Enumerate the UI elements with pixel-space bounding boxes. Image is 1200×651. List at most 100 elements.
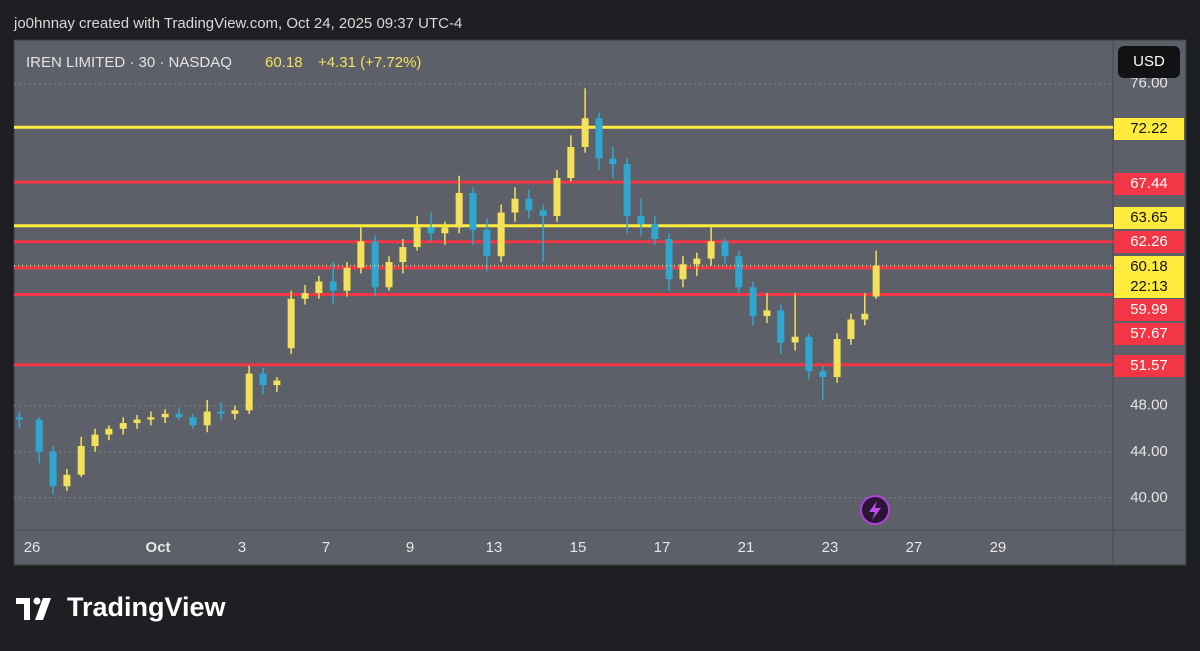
x-tick-label: 29 xyxy=(990,539,1007,556)
last-price: 60.18 xyxy=(265,54,303,71)
candle-body xyxy=(679,264,687,280)
last-price-label: 60.18 xyxy=(1130,258,1168,275)
candle-body xyxy=(175,413,183,418)
candle-body xyxy=(539,210,547,216)
candle-body xyxy=(15,417,23,420)
y-tick-label: 76.00 xyxy=(1130,75,1168,92)
candle-body xyxy=(231,410,239,414)
candle-body xyxy=(763,310,771,317)
level-label-box xyxy=(1114,207,1184,229)
price-axis: 40.00 44.00 48.00 76.00 72.22 67.44 63.65 62.26… xyxy=(1114,75,1184,506)
brand-logo: TradingView xyxy=(16,592,227,622)
candle-body xyxy=(735,256,743,288)
candle-body xyxy=(609,158,617,165)
x-tick-label: Oct xyxy=(146,539,171,556)
candle-body xyxy=(371,241,379,288)
price-change: +4.31 (+7.72%) xyxy=(318,54,421,71)
candle-body xyxy=(119,423,127,429)
candle-body xyxy=(497,212,505,257)
candle-body xyxy=(595,118,603,159)
brand-name: TradingView xyxy=(67,592,227,622)
logo-dot xyxy=(33,597,41,605)
candle-body xyxy=(861,313,869,320)
candle-body xyxy=(651,224,659,239)
candle-body xyxy=(749,287,757,317)
candle-body xyxy=(77,446,85,475)
y-tick-label: 48.00 xyxy=(1130,397,1168,414)
candle-body xyxy=(511,198,519,213)
candle-body xyxy=(637,215,645,225)
level-label-box xyxy=(1114,323,1184,345)
x-tick-label: 15 xyxy=(570,539,587,556)
x-tick-label: 9 xyxy=(406,539,414,556)
candle-body xyxy=(847,319,855,340)
candle-body xyxy=(483,229,491,257)
last-price-box xyxy=(1114,256,1184,298)
candle-body xyxy=(693,258,701,265)
level-label: 67.44 xyxy=(1130,175,1168,192)
candle-body xyxy=(63,474,71,487)
y-tick-label: 40.00 xyxy=(1130,489,1168,506)
x-tick-label: 26 xyxy=(24,539,41,556)
level-label-box xyxy=(1114,355,1184,377)
candle-body xyxy=(399,247,407,262)
candle-body xyxy=(315,281,323,294)
candle-body xyxy=(287,298,295,349)
candle-body xyxy=(581,118,589,147)
level-label-box xyxy=(1114,299,1184,321)
candle-body xyxy=(357,241,365,268)
x-tick-label: 23 xyxy=(822,539,839,556)
candle-body xyxy=(833,339,841,378)
candle-body xyxy=(441,227,449,234)
candle-body xyxy=(872,265,880,297)
candle-body xyxy=(721,241,729,257)
candle-body xyxy=(553,178,561,216)
candle-body xyxy=(105,428,113,435)
x-tick-label: 13 xyxy=(486,539,503,556)
countdown-label: 22:13 xyxy=(1130,278,1168,295)
candle-body xyxy=(133,419,141,424)
currency-label: USD xyxy=(1133,53,1165,70)
level-label: 59.99 xyxy=(1130,301,1168,318)
level-label-box xyxy=(1114,231,1184,253)
level-label-box xyxy=(1114,173,1184,195)
level-label-box xyxy=(1114,118,1184,140)
level-label: 62.26 xyxy=(1130,233,1168,250)
candle-body xyxy=(819,371,827,378)
candle-body xyxy=(161,413,169,418)
candle-body xyxy=(203,411,211,426)
y-tick-label: 44.00 xyxy=(1130,443,1168,460)
candle-body xyxy=(259,373,267,386)
candle-body xyxy=(49,451,57,487)
candle-body xyxy=(469,192,477,230)
candle-body xyxy=(189,417,197,426)
candle-body xyxy=(707,241,715,259)
candle-body xyxy=(273,380,281,386)
candle-body xyxy=(777,310,785,343)
candle-body xyxy=(91,434,99,447)
x-tick-label: 3 xyxy=(238,539,246,556)
level-label: 72.22 xyxy=(1130,120,1168,137)
logo-mark xyxy=(16,598,30,620)
x-tick-label: 21 xyxy=(738,539,755,556)
currency-button[interactable] xyxy=(1118,46,1180,78)
candle-body xyxy=(147,417,155,420)
candle-body xyxy=(385,261,393,288)
level-label: 63.65 xyxy=(1130,209,1168,226)
logo-slash xyxy=(35,598,51,620)
candle-body xyxy=(525,198,533,211)
candle-body xyxy=(217,411,225,414)
candle-body xyxy=(329,281,337,291)
candle-body xyxy=(791,336,799,343)
candle-body xyxy=(665,238,673,280)
candle-body xyxy=(343,267,351,291)
caption: jo0hnnay created with TradingView.com, O… xyxy=(13,15,462,32)
level-label: 51.57 xyxy=(1130,357,1168,374)
level-label: 57.67 xyxy=(1130,325,1168,342)
symbol-title: IREN LIMITED · 30 · NASDAQ xyxy=(26,54,232,71)
x-tick-label: 17 xyxy=(654,539,671,556)
alert-bolt xyxy=(869,501,881,520)
plot xyxy=(14,83,1113,499)
